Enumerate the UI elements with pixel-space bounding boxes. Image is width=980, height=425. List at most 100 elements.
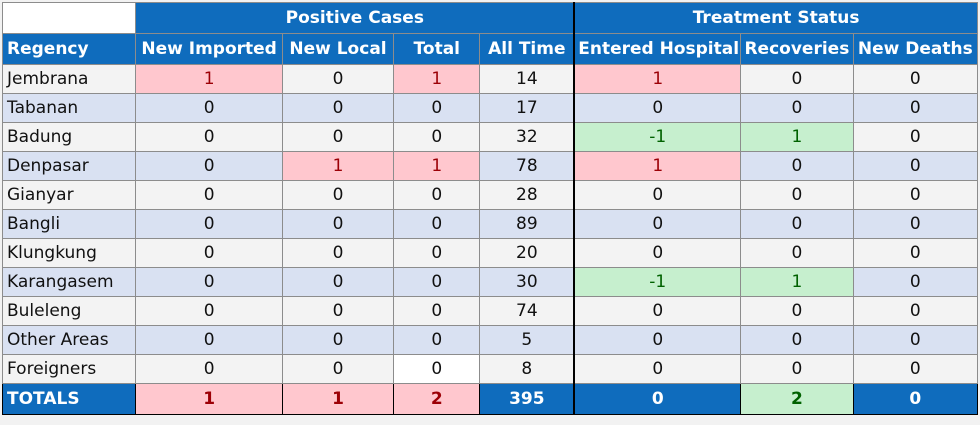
cell-new-deaths: 0 — [852, 238, 979, 268]
entered-hospital-column-header: Entered Hospital — [573, 33, 742, 65]
cell-recoveries: 0 — [740, 296, 854, 326]
cell-new-deaths: 0 — [852, 354, 979, 384]
cell-new-local: 0 — [281, 64, 395, 94]
cell-total: 0 — [393, 238, 481, 268]
column-header-row: Regency New Imported New Local Total All… — [1, 33, 979, 65]
table-row: Other Areas 0 0 0 5 0 0 0 — [1, 325, 979, 355]
cell-recoveries: 0 — [740, 354, 854, 384]
cell-regency: Klungkung — [1, 238, 137, 268]
cell-new-imported: 0 — [135, 238, 283, 268]
total-column-header: Total — [393, 33, 481, 65]
cell-regency: Gianyar — [1, 180, 137, 210]
cell-new-local: 1 — [281, 151, 395, 181]
group-header-row: Positive Cases Treatment Status — [1, 2, 979, 34]
cell-new-deaths: 0 — [852, 267, 979, 297]
table-row: Bangli 0 0 0 89 0 0 0 — [1, 209, 979, 239]
cell-recoveries: 0 — [740, 93, 854, 123]
totals-label: TOTALS — [1, 383, 137, 415]
cell-recoveries: 1 — [740, 122, 854, 152]
cell-new-local: 0 — [281, 93, 395, 123]
cell-all-time: 8 — [479, 354, 575, 384]
cell-total: 0 — [393, 209, 481, 239]
cell-new-local: 0 — [281, 238, 395, 268]
table-row: Gianyar 0 0 0 28 0 0 0 — [1, 180, 979, 210]
cell-all-time: 78 — [479, 151, 575, 181]
blank-corner-cell — [1, 2, 137, 34]
cell-all-time: 32 — [479, 122, 575, 152]
cell-new-deaths: 0 — [852, 209, 979, 239]
totals-new-imported: 1 — [135, 383, 283, 415]
table-row: Klungkung 0 0 0 20 0 0 0 — [1, 238, 979, 268]
totals-row: TOTALS 1 1 2 395 0 2 0 — [1, 383, 979, 415]
cell-new-deaths: 0 — [852, 180, 979, 210]
cell-regency: Jembrana — [1, 64, 137, 94]
cell-new-imported: 0 — [135, 209, 283, 239]
regency-column-header: Regency — [1, 33, 137, 65]
cell-recoveries: 1 — [740, 267, 854, 297]
table-row: Buleleng 0 0 0 74 0 0 0 — [1, 296, 979, 326]
cell-new-imported: 0 — [135, 93, 283, 123]
cell-new-imported: 0 — [135, 122, 283, 152]
cell-new-local: 0 — [281, 180, 395, 210]
cell-all-time: 89 — [479, 209, 575, 239]
table-row: Foreigners 0 0 0 8 0 0 0 — [1, 354, 979, 384]
cell-regency: Foreigners — [1, 354, 137, 384]
cell-new-imported: 0 — [135, 354, 283, 384]
cell-all-time: 74 — [479, 296, 575, 326]
cell-regency: Tabanan — [1, 93, 137, 123]
cell-new-local: 0 — [281, 209, 395, 239]
cell-entered-hospital: -1 — [573, 122, 742, 152]
cell-new-deaths: 0 — [852, 151, 979, 181]
cell-entered-hospital: 0 — [573, 93, 742, 123]
cell-recoveries: 0 — [740, 180, 854, 210]
cell-total: 0 — [393, 325, 481, 355]
cell-entered-hospital: 0 — [573, 209, 742, 239]
totals-recoveries: 2 — [740, 383, 854, 415]
cell-entered-hospital: 0 — [573, 296, 742, 326]
treatment-status-group-header: Treatment Status — [573, 2, 979, 34]
cell-new-deaths: 0 — [852, 325, 979, 355]
cell-new-imported: 0 — [135, 325, 283, 355]
table-row: Karangasem 0 0 0 30 -1 1 0 — [1, 267, 979, 297]
cell-new-imported: 1 — [135, 64, 283, 94]
cell-total: 0 — [393, 93, 481, 123]
cell-new-local: 0 — [281, 122, 395, 152]
table-row: Tabanan 0 0 0 17 0 0 0 — [1, 93, 979, 123]
cell-total: 1 — [393, 64, 481, 94]
cell-new-local: 0 — [281, 296, 395, 326]
cell-new-imported: 0 — [135, 267, 283, 297]
cell-entered-hospital: 0 — [573, 354, 742, 384]
cell-total: 1 — [393, 151, 481, 181]
cell-total: 0 — [393, 267, 481, 297]
cell-new-imported: 0 — [135, 180, 283, 210]
table-body: Jembrana 1 0 1 14 1 0 0 Tabanan 0 0 0 17 0 0 0 Badung 0 0 0… — [1, 64, 979, 384]
cell-new-local: 0 — [281, 267, 395, 297]
cell-all-time: 17 — [479, 93, 575, 123]
cell-new-deaths: 0 — [852, 93, 979, 123]
cell-total: 0 — [393, 122, 481, 152]
recoveries-column-header: Recoveries — [740, 33, 854, 65]
cell-regency: Badung — [1, 122, 137, 152]
cell-new-deaths: 0 — [852, 64, 979, 94]
cell-all-time: 14 — [479, 64, 575, 94]
cell-recoveries: 0 — [740, 151, 854, 181]
cell-regency: Buleleng — [1, 296, 137, 326]
cell-regency: Denpasar — [1, 151, 137, 181]
cell-recoveries: 0 — [740, 238, 854, 268]
cell-new-local: 0 — [281, 325, 395, 355]
totals-new-deaths: 0 — [852, 383, 979, 415]
cell-entered-hospital: 0 — [573, 180, 742, 210]
cell-recoveries: 0 — [740, 64, 854, 94]
cell-new-imported: 0 — [135, 296, 283, 326]
new-imported-column-header: New Imported — [135, 33, 283, 65]
table-row: Badung 0 0 0 32 -1 1 0 — [1, 122, 979, 152]
table-row: Denpasar 0 1 1 78 1 0 0 — [1, 151, 979, 181]
all-time-column-header: All Time — [479, 33, 575, 65]
cell-new-imported: 0 — [135, 151, 283, 181]
table-row: Jembrana 1 0 1 14 1 0 0 — [1, 64, 979, 94]
totals-total: 2 — [393, 383, 481, 415]
cell-entered-hospital: -1 — [573, 267, 742, 297]
cell-entered-hospital: 0 — [573, 238, 742, 268]
cell-regency: Karangasem — [1, 267, 137, 297]
cell-recoveries: 0 — [740, 209, 854, 239]
